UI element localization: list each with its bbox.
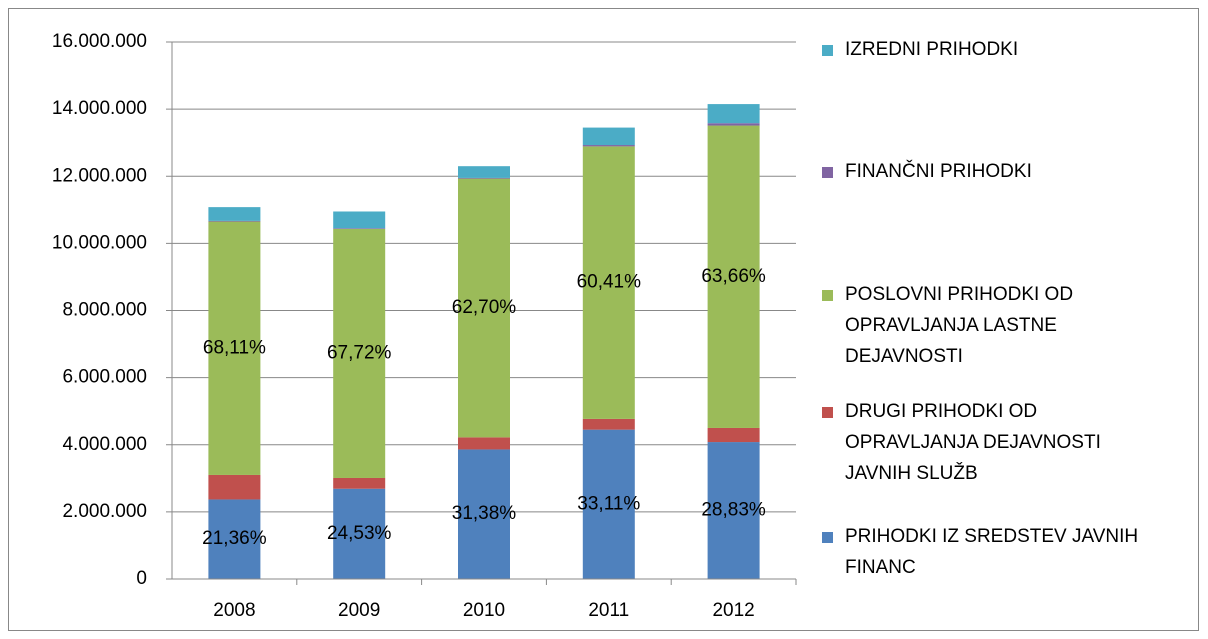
bar-segment [333, 228, 386, 229]
percent-label: 21,36% [202, 528, 267, 549]
legend-line: PRIHODKI IZ SREDSTEV JAVNIH [845, 526, 1138, 547]
legend-line: JAVNIH SLUŽB [845, 462, 978, 484]
bar-segment [707, 427, 760, 443]
legend-label: FINANČNI PRIHODKI [845, 160, 1032, 182]
legend-swatch [822, 45, 833, 56]
x-tick-label: 2009 [338, 600, 380, 621]
bar-segment [208, 221, 261, 475]
x-tick-label: 2010 [463, 600, 505, 621]
y-tick-label: 8.000.000 [62, 300, 147, 321]
bar-segment [333, 488, 386, 579]
bar-segment [582, 146, 635, 419]
bar-segment [208, 499, 261, 579]
percent-label: 68,11% [203, 337, 266, 358]
bar-segment [707, 125, 760, 428]
legend-line: IZREDNI PRIHODKI [845, 39, 1018, 60]
percent-label: 62,70% [452, 297, 517, 318]
bar-segment [333, 211, 386, 229]
bar-segment [458, 166, 510, 178]
bar-segment [208, 474, 261, 500]
bar-segment [582, 127, 635, 146]
bar-segment [458, 449, 510, 579]
percent-label: 33,11% [577, 493, 640, 514]
percent-label: 24,53% [327, 523, 392, 544]
bar-segment [707, 442, 760, 579]
legend-label: PRIHODKI IZ SREDSTEV JAVNIH FINANC [845, 526, 1138, 578]
percent-label: 63,66% [701, 266, 766, 287]
legend-line: OPRAVLJANJA DEJAVNOSTI [845, 432, 1101, 453]
bar-segment [458, 178, 510, 438]
bar-segment [582, 418, 635, 430]
legend-line: POSLOVNI PRIHODKI OD [845, 284, 1073, 305]
y-tick-label: 16.000.000 [52, 31, 147, 52]
bar-segment [333, 477, 386, 489]
y-tick-label: 4.000.000 [62, 434, 147, 455]
bar-segment [582, 429, 635, 579]
legend-swatch [822, 407, 833, 418]
bar-segment [333, 228, 386, 478]
percent-label: 28,83% [701, 500, 766, 521]
y-tick-label: 0 [136, 568, 147, 589]
percent-label: 31,38% [452, 503, 517, 524]
legend-swatch [822, 167, 833, 178]
legend-line: OPRAVLJANJA LASTNE [845, 315, 1057, 336]
legend-swatch [822, 290, 833, 301]
bar-segment [458, 177, 510, 179]
bar-segment [458, 437, 510, 450]
legend-line: DRUGI PRIHODKI OD [845, 401, 1037, 422]
bar-segment [208, 220, 261, 222]
bar-segment [707, 123, 760, 126]
bar-segment [208, 207, 261, 221]
y-tick-label: 12.000.000 [52, 165, 147, 186]
y-tick-label: 6.000.000 [62, 367, 147, 388]
x-tick-label: 2011 [588, 600, 629, 621]
percent-label: 67,72% [327, 342, 392, 363]
x-tick-label: 2008 [213, 600, 255, 621]
x-tick-label: 2012 [712, 600, 754, 621]
legend-line: FINANC [845, 557, 916, 578]
y-tick-label: 14.000.000 [52, 98, 147, 119]
y-tick-label: 2.000.000 [62, 501, 147, 522]
legend-line: DEJAVNOSTI [845, 346, 963, 367]
legend-label: POSLOVNI PRIHODKI OD OPRAVLJANJA LASTNE DE… [845, 284, 1073, 367]
y-tick-label: 10.000.000 [52, 232, 147, 253]
legend-line: FINANČNI PRIHODKI [845, 160, 1032, 182]
bar-segment [707, 104, 760, 124]
legend-label: IZREDNI PRIHODKI [845, 39, 1018, 60]
legend-swatch [822, 532, 833, 543]
percent-label: 60,41% [577, 272, 642, 293]
legend-label: DRUGI PRIHODKI OD OPRAVLJANJA DEJAVNOSTI J… [845, 401, 1101, 484]
bar-segment [582, 145, 635, 147]
